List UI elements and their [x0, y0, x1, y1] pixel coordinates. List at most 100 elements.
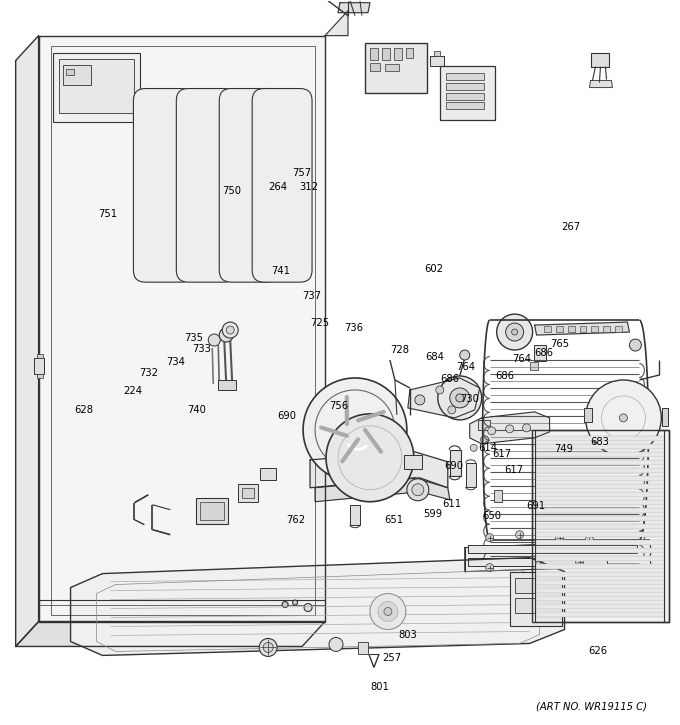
Bar [536, 484, 665, 489]
Bar [197, 498, 228, 523]
Text: 730: 730 [460, 394, 479, 404]
Bar [592, 326, 598, 332]
Circle shape [486, 534, 494, 542]
Circle shape [460, 350, 470, 360]
Bar [536, 539, 665, 544]
Bar [406, 48, 413, 57]
Text: 735: 735 [184, 333, 203, 343]
Polygon shape [71, 558, 564, 655]
Circle shape [536, 560, 543, 568]
Bar [446, 102, 483, 109]
Bar [536, 515, 665, 521]
Text: 257: 257 [382, 652, 401, 663]
Text: 651: 651 [385, 515, 404, 524]
Bar [536, 587, 665, 592]
Text: 764: 764 [512, 354, 531, 364]
Circle shape [556, 534, 564, 542]
Circle shape [585, 536, 594, 544]
Circle shape [436, 386, 444, 394]
Text: 741: 741 [271, 266, 290, 276]
Bar [536, 523, 665, 529]
Circle shape [438, 376, 481, 420]
Circle shape [496, 314, 532, 350]
Circle shape [384, 608, 392, 616]
Circle shape [378, 602, 398, 621]
Bar [468, 544, 637, 552]
Bar [242, 488, 254, 498]
Circle shape [630, 339, 641, 351]
FancyBboxPatch shape [252, 88, 312, 282]
Bar [201, 502, 224, 520]
Bar [536, 579, 665, 584]
Bar [218, 380, 236, 390]
Text: 733: 733 [192, 344, 211, 355]
Bar [536, 444, 665, 449]
Text: 801: 801 [370, 682, 389, 692]
Bar [446, 93, 483, 99]
Bar [515, 597, 534, 613]
Bar [446, 72, 483, 80]
Text: 764: 764 [456, 362, 475, 372]
Polygon shape [16, 36, 39, 647]
Circle shape [226, 326, 234, 334]
Circle shape [263, 642, 273, 652]
Bar [509, 571, 562, 626]
Bar [536, 460, 665, 465]
Circle shape [481, 436, 489, 444]
Text: 650: 650 [483, 511, 502, 521]
Bar [536, 500, 665, 505]
Text: 312: 312 [299, 183, 318, 192]
Bar [556, 326, 562, 332]
Bar [592, 53, 609, 67]
Bar [449, 450, 461, 476]
Text: 686: 686 [441, 374, 460, 384]
Text: 765: 765 [550, 339, 569, 349]
FancyBboxPatch shape [176, 88, 236, 282]
Text: 264: 264 [268, 183, 287, 192]
Text: 224: 224 [123, 386, 142, 397]
Text: 686: 686 [534, 348, 553, 358]
Bar [530, 362, 538, 370]
Bar [33, 358, 44, 374]
Circle shape [303, 378, 407, 482]
Bar [358, 642, 368, 655]
Bar [350, 505, 360, 525]
Text: 690: 690 [277, 411, 296, 421]
Bar [404, 455, 422, 469]
Bar [430, 56, 444, 65]
Bar [446, 83, 483, 89]
Circle shape [347, 422, 363, 438]
Text: 757: 757 [292, 168, 311, 178]
Bar [37, 354, 43, 358]
Polygon shape [338, 3, 370, 12]
Bar [536, 595, 665, 600]
Bar [603, 326, 611, 332]
Circle shape [449, 388, 470, 408]
Text: 737: 737 [302, 291, 321, 301]
Bar [536, 571, 665, 576]
Circle shape [407, 478, 429, 501]
Bar [536, 603, 665, 608]
Bar [568, 326, 575, 332]
Circle shape [515, 531, 524, 539]
Bar [37, 374, 43, 378]
Bar [58, 59, 135, 114]
Text: 750: 750 [222, 186, 241, 196]
Bar [434, 51, 440, 56]
Bar [238, 484, 258, 502]
Bar [440, 65, 494, 120]
Text: 602: 602 [424, 264, 443, 274]
Bar [536, 476, 665, 481]
Bar [536, 468, 665, 473]
Bar [532, 430, 669, 621]
Circle shape [329, 637, 343, 652]
Text: 690: 690 [445, 461, 464, 471]
Text: 749: 749 [554, 444, 573, 455]
Circle shape [506, 323, 524, 341]
Bar [543, 326, 551, 332]
Circle shape [488, 427, 496, 435]
Circle shape [219, 328, 233, 342]
Bar [536, 555, 665, 560]
Bar [536, 531, 665, 536]
Bar [536, 436, 665, 441]
